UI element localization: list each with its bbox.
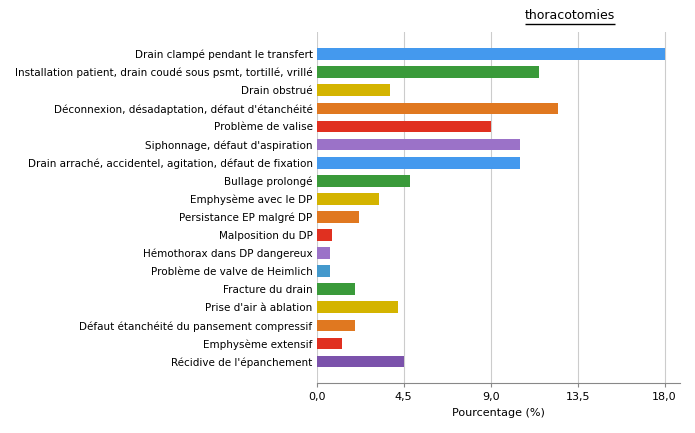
- Bar: [317, 157, 520, 168]
- Bar: [317, 338, 342, 349]
- Bar: [317, 175, 409, 187]
- Text: thoracotomies: thoracotomies: [525, 9, 615, 22]
- Bar: [317, 103, 558, 114]
- Bar: [317, 283, 355, 295]
- Bar: [317, 211, 359, 223]
- Bar: [317, 320, 355, 331]
- Bar: [317, 355, 404, 368]
- X-axis label: Pourcentage (%): Pourcentage (%): [452, 408, 545, 418]
- Bar: [317, 193, 379, 205]
- Bar: [317, 139, 520, 150]
- Bar: [317, 265, 330, 277]
- Bar: [317, 84, 390, 96]
- Bar: [317, 229, 332, 241]
- Bar: [317, 121, 491, 132]
- Bar: [317, 48, 664, 60]
- Bar: [317, 247, 330, 259]
- Bar: [317, 66, 539, 78]
- Bar: [317, 301, 398, 313]
